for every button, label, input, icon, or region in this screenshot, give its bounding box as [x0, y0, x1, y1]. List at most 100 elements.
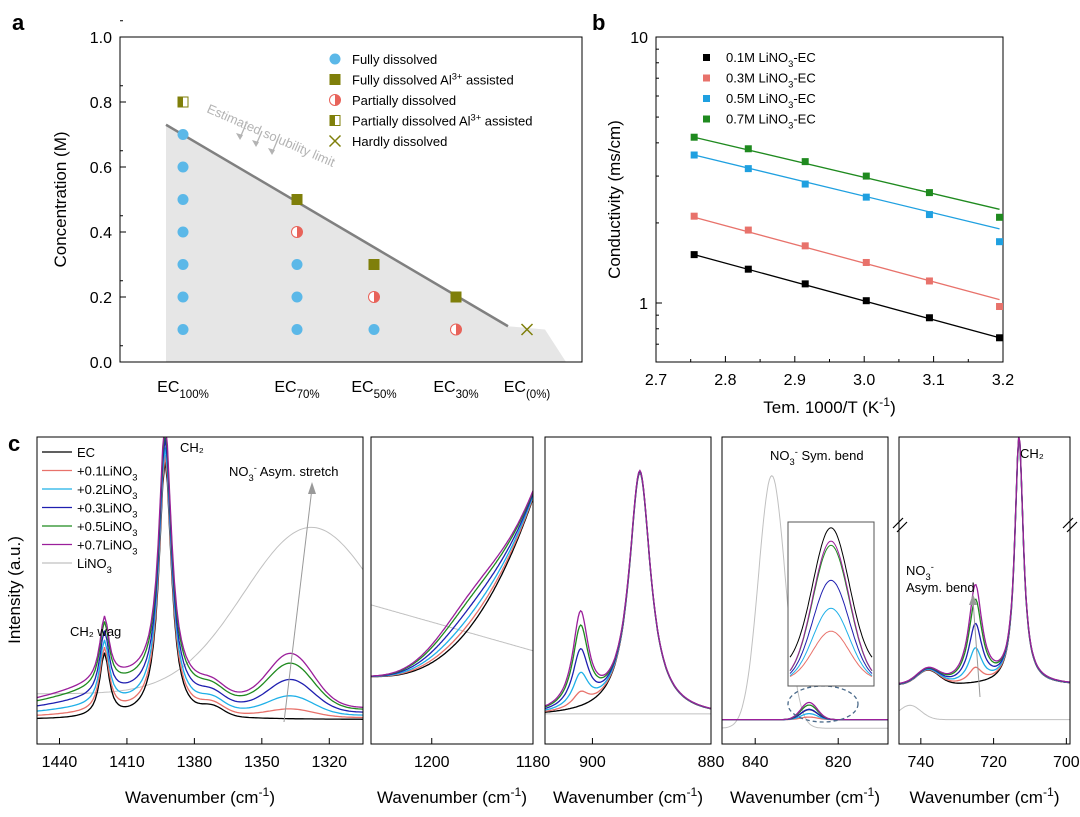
- data-point: [690, 212, 698, 220]
- ch2-label: CH₂: [180, 440, 204, 455]
- subpanel-frame: [370, 436, 534, 745]
- inset: [787, 521, 875, 687]
- data-point: [291, 291, 303, 303]
- marker-fully-dissolved: [368, 324, 380, 335]
- x-tick-label: 900: [579, 754, 606, 771]
- marker-fully-dissolved: [329, 53, 341, 65]
- limit-arrowhead: [268, 148, 275, 155]
- spectrum-line: [899, 439, 1070, 686]
- legend-label: Hardly dissolved: [352, 134, 447, 149]
- legend-label: +0.7LiNO3: [77, 538, 138, 557]
- axis-break-right: [1062, 517, 1078, 533]
- spectrum-line: [899, 437, 1070, 685]
- sym-bend-label: NO3- Sym. bend: [770, 447, 864, 467]
- data-point: [925, 211, 933, 219]
- y-axis-label: Intensity (a.u.): [5, 536, 24, 644]
- legend-label: +0.3LiNO3: [77, 501, 138, 520]
- data-point: [996, 213, 1004, 221]
- x-tick-label: 3.2: [992, 372, 1014, 389]
- data-point: [996, 238, 1004, 246]
- legend-label: Fully dissolved Al3+ assisted: [352, 72, 514, 88]
- marker-fully-dissolved: [177, 194, 189, 205]
- y-axis-label: Concentration (M): [51, 131, 70, 267]
- spectrum-line: [545, 469, 711, 709]
- spectrum-line: [371, 491, 533, 677]
- legend-label: Partially dissolved: [352, 93, 456, 108]
- data-point: [177, 226, 189, 238]
- spectrum-line: [37, 526, 363, 695]
- spectrum-line: [899, 437, 1070, 684]
- spectrum-line: [371, 495, 533, 678]
- x-tick-label: 1380: [177, 754, 213, 771]
- asym-bend-label-a: NO3-: [906, 562, 934, 582]
- legend-label: Partially dissolved Al3+ assisted: [352, 113, 532, 129]
- data-point: [801, 242, 809, 250]
- data-point: [368, 291, 380, 303]
- spectrum-line: [899, 439, 1070, 685]
- legend-label: Fully dissolved: [352, 52, 437, 67]
- ch2-wag-label: CH₂ wag: [70, 624, 121, 639]
- subpanel: 1200 1180 Wavenumber (cm-1): [370, 436, 550, 807]
- x-axis-label: Wavenumber (cm-1): [553, 785, 703, 807]
- subpanel-frame: [721, 436, 889, 745]
- subpanel-frame: [36, 436, 364, 745]
- data-point: [862, 172, 870, 180]
- series: [690, 251, 1004, 342]
- data-point: [801, 180, 809, 188]
- fit-line: [694, 154, 1000, 230]
- data-point: [690, 251, 698, 259]
- marker-fully-dissolved: [291, 259, 303, 270]
- data-point: [801, 158, 809, 166]
- x-tick-label: 740: [907, 754, 934, 771]
- data-point: [291, 226, 303, 238]
- y-tick-label: 1.0: [90, 30, 112, 47]
- spectrum-line: [371, 493, 533, 677]
- legend-marker: [329, 74, 341, 85]
- marker-fully-dissolved-al: [450, 291, 462, 303]
- legend-label: LiNO3: [77, 556, 112, 575]
- data-point: [801, 280, 809, 288]
- spectrum-line: [37, 460, 363, 720]
- marker-fully-dissolved-al: [368, 259, 380, 270]
- x-axis-label: Wavenumber (cm-1): [377, 785, 527, 807]
- panel-c-letter: c: [8, 431, 20, 456]
- spectrum-line: [37, 437, 363, 713]
- spectrum-line: [37, 455, 363, 719]
- series: [690, 133, 1004, 221]
- marker-half: [330, 115, 335, 126]
- limit-arrowhead: [252, 140, 259, 147]
- data-point: [450, 323, 462, 336]
- inset-line: [789, 607, 873, 677]
- spectrum-line: [899, 438, 1070, 685]
- y-tick-label: 0.2: [90, 290, 112, 307]
- x-category-label: EC100%: [157, 379, 209, 401]
- data-point: [925, 277, 933, 285]
- legend-marker: [703, 115, 710, 123]
- data-point: [925, 314, 933, 322]
- x-axis-label: Tem. 1000/T (K-1): [763, 395, 895, 417]
- legend-marker: [329, 115, 341, 126]
- legend-marker: [703, 95, 710, 102]
- data-point: [744, 145, 752, 153]
- x-category-label: EC50%: [351, 379, 396, 401]
- subpanel: 840 820 Wavenumber (cm-1): [721, 436, 889, 807]
- y-tick-label: 0.4: [90, 225, 112, 242]
- legend-label: 0.3M LiNO3-EC: [726, 71, 816, 90]
- spectrum-line: [545, 471, 711, 713]
- data-point: [925, 189, 933, 197]
- x-tick-label: 2.8: [714, 372, 736, 389]
- marker-fully-dissolved-al: [291, 194, 303, 205]
- spectrum-line: [371, 604, 533, 652]
- legend-marker: [703, 54, 710, 61]
- marker-fully-dissolved: [177, 129, 189, 140]
- data-point: [177, 161, 189, 173]
- legend-label: +0.5LiNO3: [77, 519, 138, 538]
- spectra: [899, 437, 1070, 721]
- inset-line: [789, 540, 873, 671]
- data-point: [690, 133, 698, 141]
- data-point: [690, 151, 698, 159]
- x-tick-label: 1440: [42, 754, 78, 771]
- data-point: [177, 194, 189, 205]
